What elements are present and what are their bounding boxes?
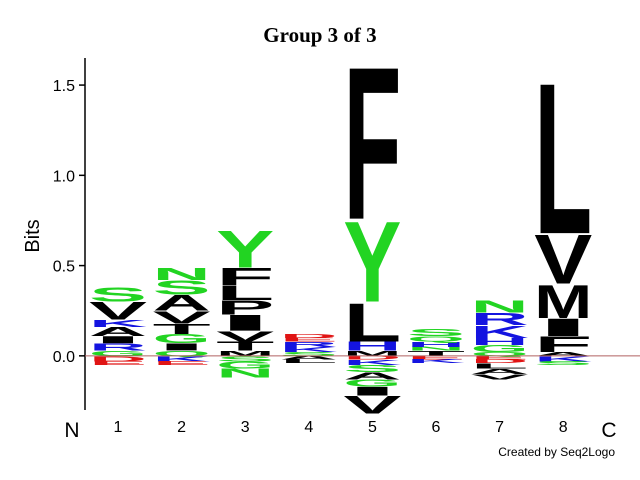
residue-letter: S [534,360,592,366]
residue-letter: G [216,360,274,371]
residue-letter: I [534,314,592,342]
residue-letter: V [343,391,401,419]
residue-letter: L [534,38,592,279]
n-terminus-label: N [64,419,79,442]
residue-letter: V [216,328,274,345]
residue-letter: K [280,346,338,354]
residue-letter: L [343,292,401,353]
x-tick-label: 1 [114,419,123,436]
residue-letter: D [343,355,401,361]
residue-letter: F [343,21,401,265]
residue-letter: K [534,355,592,363]
residue-letter: S [153,277,211,299]
residue-letter: P [216,297,274,319]
residue-letter: V [471,373,529,381]
residue-letter: G [471,343,529,354]
x-tick-label: 3 [241,419,250,436]
y-tick-label: 0.0 [53,349,75,366]
residue-letter: N [407,346,465,352]
residue-letter: D [471,359,529,365]
residue-letter: G [89,349,147,357]
residue-letter: K [343,358,401,366]
residue-letter: S [343,363,401,374]
residue-letter: L [471,362,529,370]
residue-letter: L [280,359,338,365]
residue-letter: M [343,349,401,357]
residue-letter: T [153,321,211,338]
residue-letter: S [216,355,274,363]
residue-letter: I [216,310,274,335]
y-tick-label: 1.5 [53,78,75,95]
residue-letter: F [534,332,592,357]
residue-letter: D [89,355,147,363]
residue-letter: G [153,332,211,346]
residue-letter: Q [407,335,465,343]
x-tick-label: 8 [559,419,568,436]
residue-letter: D [280,333,338,339]
residue-letter: T [407,349,465,357]
residue-letter: L [216,282,274,304]
residue-letter: H [471,336,529,347]
residue-letter: R [280,340,338,348]
credit: Created by Seq2Logo [498,445,615,459]
y-tick-label: 0.5 [53,259,75,276]
residue-letter: A [471,367,529,375]
residue-letter: K [89,318,147,329]
residue-letter: V [89,297,147,325]
y-tick-label: 1.0 [53,168,75,185]
residue-letter: E [153,360,211,366]
residue-letter: G [343,378,401,389]
residue-letter: I [153,342,211,353]
residue-letter: T [216,339,274,353]
residue-letter: I [89,334,147,345]
residue-letter: H [407,340,465,348]
x-tick-label: 4 [304,419,313,436]
residue-letter: A [89,325,147,339]
residue-letter: A [280,355,338,361]
residue-letter: M [216,349,274,357]
residue-letter: E [407,355,465,361]
y-axis-label: Bits [22,219,44,252]
residue-letter: Y [216,220,274,279]
residue-letter: I [343,384,401,398]
residue-letter: N [216,366,274,380]
x-tick-label: 5 [368,419,377,436]
c-terminus-label: C [601,419,616,442]
x-tick-label: 2 [177,419,186,436]
residue-letter: E [89,360,147,366]
residue-letter: Y [343,197,401,326]
chart-title: Group 3 of 3 [263,23,376,47]
residue-letter: N [153,264,211,284]
residue-letter: K [407,359,465,365]
residue-letter: S [280,351,338,357]
residue-letter: K [471,322,529,342]
residue-letter: E [280,337,338,343]
residue-letter: A [153,290,211,315]
residue-letter: A [534,351,592,357]
residue-letter: V [534,221,592,299]
residue-letter: K [153,355,211,363]
residue-letter: R [471,310,529,330]
residue-letter: S [89,284,147,306]
residue-letter: F [216,263,274,291]
residue-letter: M [534,275,592,329]
residue-letter: R [89,342,147,353]
residue-letter: Q [471,351,529,357]
residue-letter: E [471,355,529,361]
residue-letter: H [343,339,401,353]
residue-letter: N [471,297,529,317]
residue-letter: S [407,327,465,338]
residue-letter: A [343,370,401,381]
x-tick-label: 7 [495,419,504,436]
residue-letter: Q [153,349,211,357]
residue-letter: V [153,308,211,328]
x-tick-label: 6 [432,419,441,436]
